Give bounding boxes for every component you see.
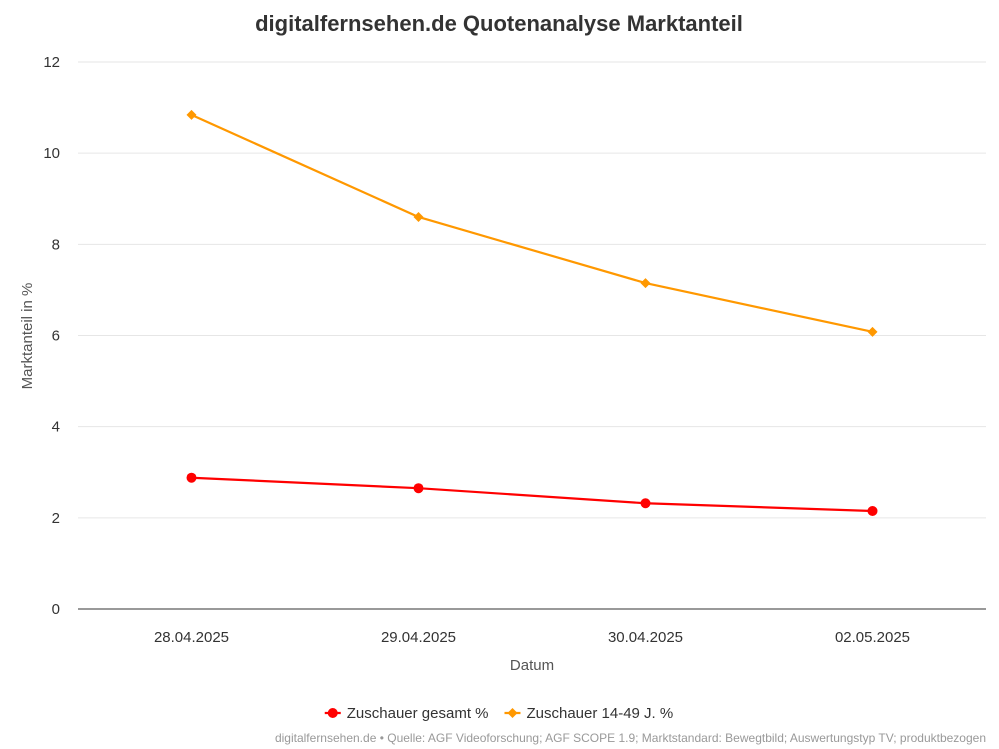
data-point-1-0 <box>186 109 197 120</box>
data-point-0-0 <box>186 472 197 483</box>
y-tick-label-2: 2 <box>52 510 60 527</box>
grid-lines <box>78 61 986 519</box>
series-0 <box>186 472 878 516</box>
x-tick-label-3: 02.05.2025 <box>835 629 910 646</box>
data-point-0-1 <box>413 483 424 494</box>
series-line-1 <box>191 113 873 333</box>
y-axis-ticks: 0 2 4 6 8 10 12 <box>43 54 60 618</box>
data-point-1-3 <box>867 326 878 337</box>
x-axis-label: Datum <box>510 657 554 674</box>
x-tick-label-1: 29.04.2025 <box>381 629 456 646</box>
y-tick-label-6: 6 <box>52 328 60 345</box>
y-tick-label-10: 10 <box>43 145 60 162</box>
y-tick-label-0: 0 <box>52 601 60 618</box>
x-axis-ticks: 28.04.2025 29.04.2025 30.04.2025 02.05.2025 <box>154 629 910 646</box>
legend-label-0: Zuschauer gesamt % <box>347 705 489 722</box>
y-tick-label-8: 8 <box>52 236 60 253</box>
credits: digitalfernsehen.de • Quelle: AGF Videof… <box>275 731 986 745</box>
legend-item-1: Zuschauer 14-49 J. % <box>504 705 673 722</box>
x-tick-label-0: 28.04.2025 <box>154 629 229 646</box>
series-1 <box>186 109 878 337</box>
legend-item-0: Zuschauer gesamt % <box>324 705 489 722</box>
chart-title: digitalfernsehen.de Quotenanalyse Markta… <box>255 11 743 36</box>
x-tick-label-2: 30.04.2025 <box>608 629 683 646</box>
y-tick-label-12: 12 <box>43 54 60 71</box>
legend-marker-1 <box>507 708 518 718</box>
y-axis-label: Marktanteil in % <box>19 283 36 390</box>
data-point-1-1 <box>413 211 424 222</box>
series-group <box>186 109 878 516</box>
legend-label-1: Zuschauer 14-49 J. % <box>526 705 673 722</box>
legend: Zuschauer gesamt % Zuschauer 14-49 J. % <box>324 705 673 722</box>
y-tick-label-4: 4 <box>52 419 60 436</box>
data-point-0-3 <box>867 505 878 516</box>
series-line-0 <box>191 476 873 513</box>
data-point-1-2 <box>640 278 651 289</box>
data-point-0-2 <box>640 498 651 509</box>
legend-marker-0 <box>327 708 338 718</box>
